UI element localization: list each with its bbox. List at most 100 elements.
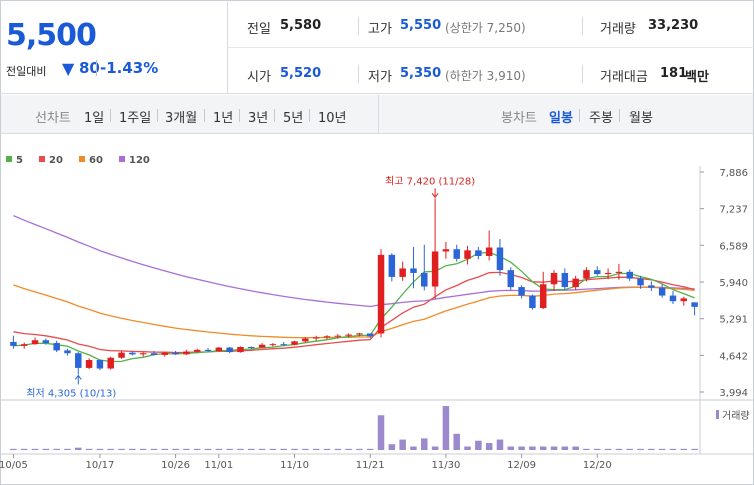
candle-body xyxy=(421,272,428,287)
high-arrow-head xyxy=(431,193,439,199)
candle-body xyxy=(648,285,655,288)
candle-body xyxy=(193,349,201,352)
candle-body xyxy=(594,270,601,275)
high-annotation: 최고 7,420 (11/28) xyxy=(385,175,475,187)
tab-divider xyxy=(619,109,620,122)
tab-1y[interactable]: 1년 xyxy=(213,111,234,126)
candle-body xyxy=(334,335,342,337)
legend-swatch xyxy=(79,156,85,162)
volume-bar xyxy=(583,448,590,450)
candle-body xyxy=(150,353,158,355)
volume-bar xyxy=(258,448,266,450)
candle-body xyxy=(64,350,71,354)
volume-bar xyxy=(442,406,450,450)
volume-bar xyxy=(107,448,114,450)
candle-body xyxy=(312,337,320,339)
tab-divider xyxy=(204,109,205,122)
tab-1w[interactable]: 1주일 xyxy=(119,111,152,126)
ma60-line xyxy=(13,284,695,339)
candle-body xyxy=(475,250,482,256)
volume-bar xyxy=(377,415,385,450)
volume-bar xyxy=(280,448,287,450)
volume-bar xyxy=(475,440,482,450)
change-label: 전일대비 xyxy=(6,65,47,78)
volume-bar xyxy=(96,448,104,450)
tab-monthly[interactable]: 월봉 xyxy=(629,111,653,126)
volume-bar xyxy=(85,448,93,450)
x-tick-label: 11/01 xyxy=(204,460,233,471)
volume-bar xyxy=(42,448,50,450)
tab-10y[interactable]: 10년 xyxy=(318,111,347,126)
candle-body xyxy=(431,251,439,287)
volume-bar xyxy=(323,448,331,450)
change-value: 80 xyxy=(79,59,100,77)
candle-body xyxy=(615,271,623,273)
candle-body xyxy=(388,254,396,277)
volume-bar xyxy=(366,448,374,450)
candle-body xyxy=(637,278,644,286)
tab-1d[interactable]: 1일 xyxy=(84,111,105,126)
tab-5y[interactable]: 5년 xyxy=(283,111,304,126)
candle-body xyxy=(118,352,125,358)
volume-bar xyxy=(248,448,255,450)
volume-bar xyxy=(269,448,277,450)
candle-body xyxy=(226,347,233,353)
volume-bar xyxy=(64,448,71,450)
legend-label: 120 xyxy=(129,155,150,166)
volume-bar xyxy=(572,446,579,450)
tab-weekly[interactable]: 주봉 xyxy=(589,111,613,126)
volume-bar xyxy=(507,446,515,450)
stat-divider xyxy=(358,17,359,35)
candle-body xyxy=(291,341,298,345)
volume-bar xyxy=(204,448,212,450)
x-tick-label: 11/21 xyxy=(356,460,385,471)
candle-body xyxy=(85,360,93,368)
ma5-line xyxy=(13,251,695,363)
candle-body xyxy=(280,344,287,346)
candle-body xyxy=(529,295,536,309)
volume-bar xyxy=(237,448,244,450)
volume-bar xyxy=(691,448,698,450)
volume-bar xyxy=(53,448,60,450)
period-tab-bar: 선차트 1일 1주일 3개월 1년 3년 5년 10년 봉차트 일봉 주봉 월봉 xyxy=(1,95,753,134)
ma20-line xyxy=(13,271,695,354)
volume-bar xyxy=(129,448,136,450)
prev-close-value: 5,580 xyxy=(280,18,322,33)
tab-3m[interactable]: 3개월 xyxy=(165,111,198,126)
candle-body xyxy=(204,349,212,351)
candle-body xyxy=(269,344,277,346)
volume-bar xyxy=(637,448,644,450)
y-tick-label: 6,589 xyxy=(719,241,748,252)
stat-row-divider xyxy=(228,47,754,48)
candle-body xyxy=(442,249,450,252)
tab-divider xyxy=(274,109,275,122)
candle-body xyxy=(183,351,190,355)
x-tick-label: 11/30 xyxy=(431,460,460,471)
legend-label: 20 xyxy=(49,155,63,166)
stat-divider xyxy=(582,65,583,83)
candle-body xyxy=(518,287,525,296)
change-divider xyxy=(96,60,97,76)
volume-bar xyxy=(464,446,471,450)
candle-body xyxy=(453,249,460,259)
tab-divider xyxy=(110,109,111,122)
candle-body xyxy=(366,333,374,337)
tab-daily[interactable]: 일봉 xyxy=(549,111,573,126)
candle-body xyxy=(96,360,104,369)
y-tick-label: 7,886 xyxy=(719,168,748,179)
candle-body xyxy=(172,352,179,355)
amount-label: 거래대금 xyxy=(600,70,648,85)
tab-3y[interactable]: 3년 xyxy=(248,111,269,126)
candle-body xyxy=(129,352,136,355)
high-label: 고가 xyxy=(368,22,392,37)
volume-bar xyxy=(312,448,320,450)
volume-bar xyxy=(529,446,536,450)
volume-bar xyxy=(183,448,190,450)
candle-body xyxy=(669,295,677,302)
volume-bar xyxy=(658,448,666,450)
candle-body xyxy=(302,338,309,342)
volume-bar xyxy=(31,448,39,450)
volume-legend-label: 거래량 xyxy=(722,410,750,422)
open-label: 시가 xyxy=(247,70,271,85)
volume-bar xyxy=(604,448,612,450)
